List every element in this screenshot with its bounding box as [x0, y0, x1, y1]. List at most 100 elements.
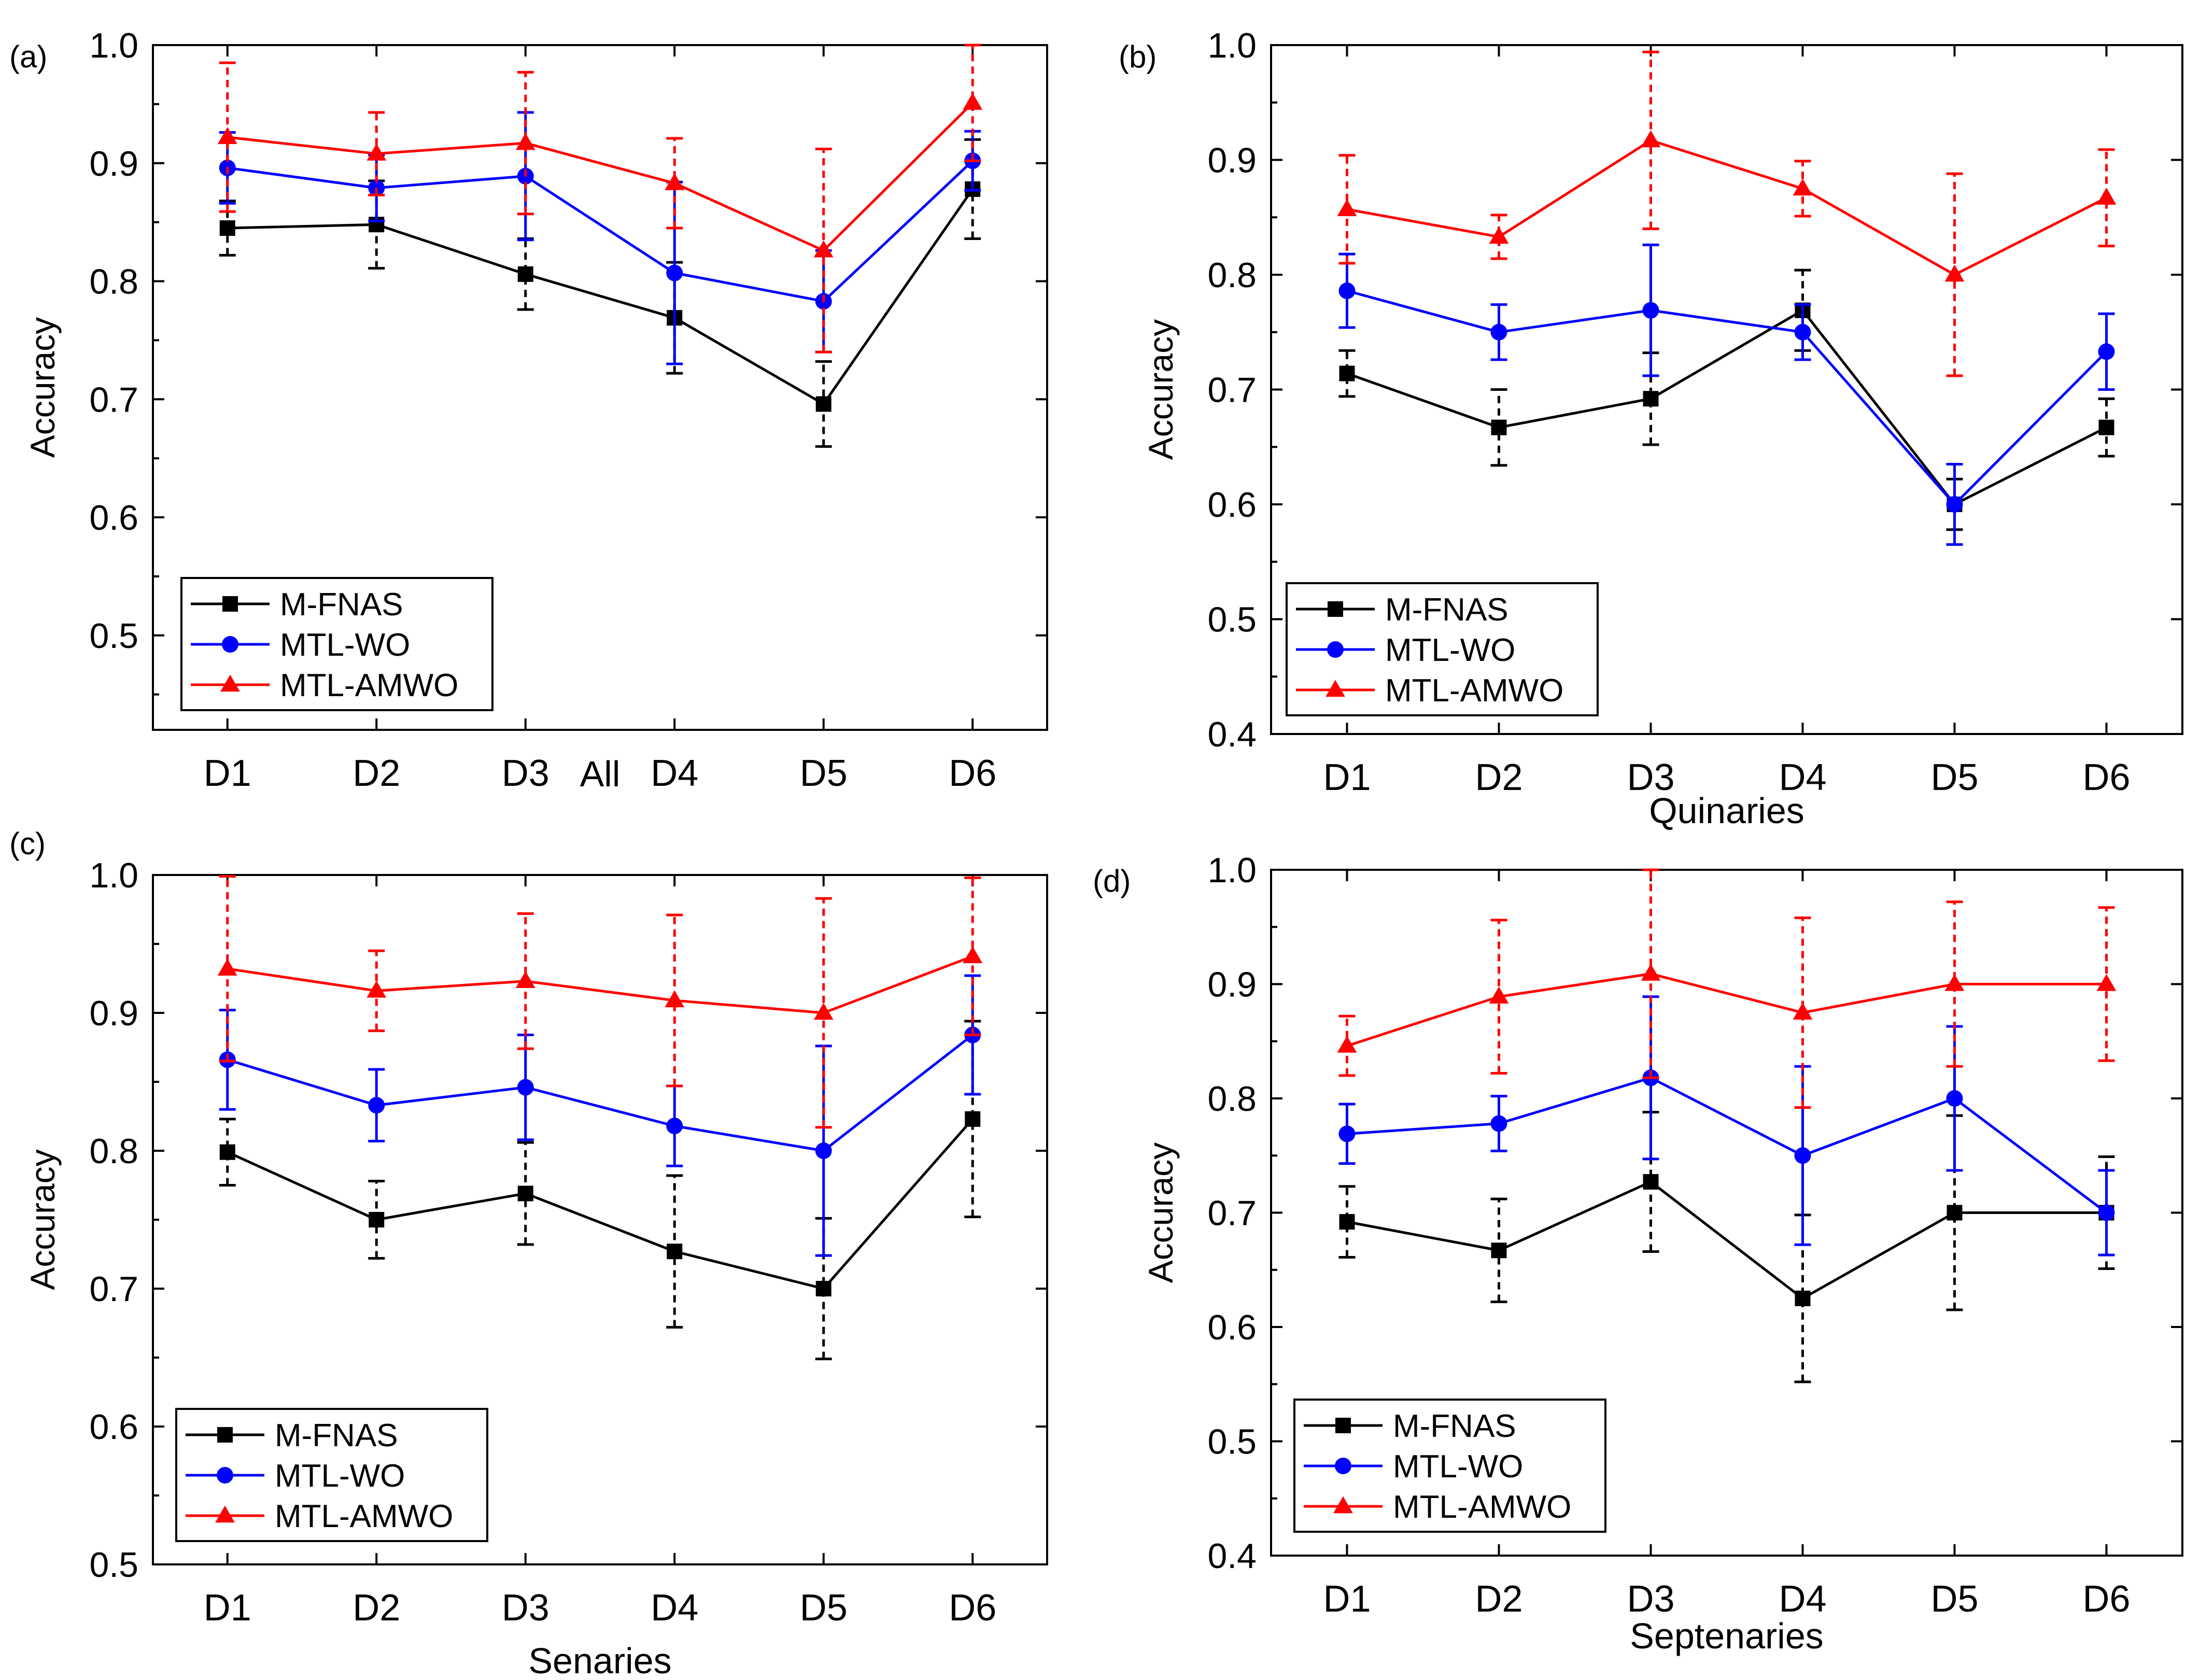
data-point — [965, 1111, 981, 1127]
legend: M-FNAS MTL-WO MTL-AMWO — [180, 577, 493, 711]
data-point — [515, 133, 535, 150]
legend-label: MTL-AMWO — [280, 668, 458, 703]
legend: M-FNAS MTL-WO MTL-AMWO — [1286, 582, 1599, 716]
x-tick-label: D3 — [1627, 757, 1674, 798]
series-line — [1347, 1180, 2107, 1300]
y-tick-label: 0.5 — [89, 616, 138, 656]
y-axis-label: Accuracy — [1141, 1142, 1180, 1283]
legend-label: M-FNAS — [275, 1418, 398, 1453]
legend-label: MTL-AMWO — [1385, 673, 1563, 709]
y-axis-label: Accuracy — [1141, 319, 1180, 460]
series-m-fnas — [219, 138, 981, 448]
x-axis-label: Quinaries — [1649, 790, 1804, 831]
y-tick-label: 0.9 — [1207, 965, 1257, 1005]
x-tick-label: D3 — [1627, 1578, 1674, 1620]
series-mtl-wo — [219, 974, 981, 1257]
data-point — [517, 1185, 533, 1202]
panel-label: (a) — [9, 39, 47, 74]
data-point — [219, 220, 235, 236]
series-mtl-amwo — [217, 875, 983, 1129]
panel-a: 0.5 0.6 0.7 0.8 0.9 1.0 D1 D2 D3 D4 D5 D6 All Accurac… — [9, 26, 1048, 794]
data-point — [1944, 264, 1965, 282]
y-tick-label: 1.0 — [1207, 851, 1257, 890]
y-tick-label: 0.7 — [1207, 1194, 1257, 1233]
series-line — [1347, 1076, 2108, 1214]
x-tick-label: D2 — [1475, 1578, 1522, 1620]
y-tick-label: 0.7 — [89, 380, 138, 419]
data-point — [1339, 365, 1355, 382]
series-mtl-wo — [1338, 243, 2115, 546]
y-tick-label: 0.6 — [89, 498, 138, 538]
series-line — [1346, 308, 2107, 506]
data-point — [217, 958, 237, 976]
y-tick-label: 0.5 — [89, 1545, 138, 1585]
legend-label: MTL-WO — [280, 627, 410, 663]
panel-label: (b) — [1119, 39, 1157, 74]
x-tick-label: D3 — [502, 1587, 549, 1629]
data-point — [813, 1003, 834, 1020]
data-point — [963, 93, 983, 110]
plot-frame — [152, 44, 1048, 731]
data-point — [369, 1212, 385, 1227]
series-m-fnas — [219, 1020, 981, 1361]
x-tick-label: D6 — [2082, 1578, 2130, 1620]
data-point — [1490, 323, 1507, 341]
data-point — [1794, 323, 1811, 341]
data-point — [1491, 1243, 1507, 1259]
data-point — [813, 240, 834, 258]
legend-label: MTL-AMWO — [275, 1499, 453, 1534]
x-tick-label: D4 — [651, 1587, 698, 1629]
y-tick-label: 0.5 — [1207, 600, 1257, 640]
data-point — [1339, 1214, 1355, 1230]
x-tick-label: D4 — [651, 753, 698, 794]
series-line — [227, 188, 974, 406]
legend-marker — [217, 1467, 233, 1484]
data-point — [1793, 1003, 1813, 1020]
series-line — [1346, 289, 2108, 506]
y-tick-label: 1.0 — [89, 856, 138, 895]
x-tick-label: D5 — [1930, 1578, 1978, 1620]
data-point — [2098, 419, 2114, 435]
data-point — [1490, 1115, 1507, 1132]
data-point — [1643, 391, 1659, 407]
legend-marker — [1335, 1458, 1351, 1474]
x-tick-label: D6 — [949, 753, 996, 794]
data-point — [1946, 496, 1963, 513]
y-tick-label: 0.7 — [89, 1269, 138, 1309]
panel-b: 0.4 0.5 0.6 0.7 0.8 0.9 1.0 D1 D2 D3 D4 D5 D6 Quinari… — [1119, 26, 2183, 831]
series-line — [227, 955, 974, 1014]
data-point — [2096, 973, 2117, 991]
x-tick-label: D4 — [1779, 757, 1826, 798]
data-point — [963, 946, 983, 964]
data-point — [517, 1079, 534, 1096]
x-axis-label: All — [580, 754, 620, 794]
data-point — [665, 990, 685, 1008]
legend-label: M-FNAS — [1393, 1408, 1516, 1444]
data-point — [1337, 199, 1357, 216]
series-mtl-wo — [1338, 995, 2115, 1257]
series-mtl-amwo — [1337, 50, 2117, 377]
legend-marker — [1325, 680, 1345, 697]
data-point — [1946, 1090, 1963, 1107]
data-point — [815, 1142, 832, 1159]
x-tick-label: D5 — [1930, 757, 1978, 798]
y-tick-label: 0.9 — [1207, 141, 1257, 180]
data-point — [2098, 1204, 2115, 1221]
series-m-fnas — [1338, 1110, 2115, 1383]
series-line — [1346, 972, 2107, 1047]
data-point — [2098, 343, 2115, 360]
legend-marker — [215, 1505, 235, 1523]
data-point — [1489, 986, 1509, 1004]
series-line — [227, 1118, 974, 1290]
y-tick-label: 0.8 — [1207, 256, 1257, 295]
legend: M-FNAS MTL-WO MTL-AMWO — [175, 1408, 488, 1542]
y-tick-label: 0.4 — [1207, 715, 1257, 754]
x-axis-label: Senaries — [528, 1641, 671, 1680]
legend-marker — [222, 636, 238, 653]
legend: M-FNAS MTL-WO MTL-AMWO — [1293, 1399, 1606, 1533]
y-tick-label: 1.0 — [89, 26, 138, 65]
data-point — [1643, 1174, 1659, 1190]
x-tick-label: D2 — [1475, 757, 1522, 798]
data-point — [1793, 178, 1813, 196]
series-mtl-amwo — [1337, 868, 2117, 1109]
